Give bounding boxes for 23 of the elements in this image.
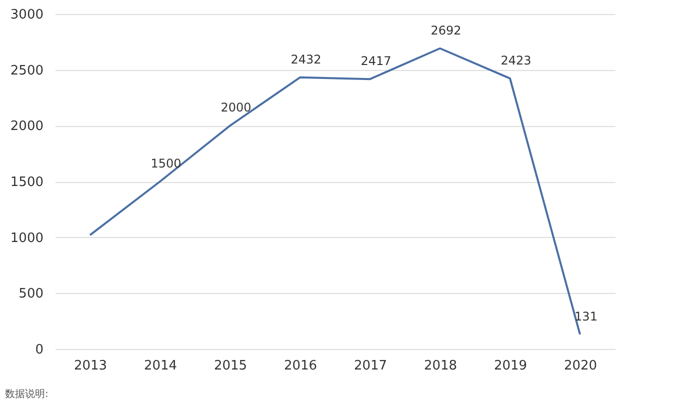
- y-tick-label: 1500: [10, 175, 44, 190]
- x-tick-label: 2014: [144, 358, 178, 374]
- y-tick-label: 500: [18, 286, 44, 302]
- x-tick-label: 2018: [424, 358, 458, 374]
- y-tick-label: 0: [35, 342, 44, 358]
- data-label: 131: [574, 309, 598, 324]
- y-tick-label: 2500: [10, 63, 44, 78]
- data-label: 2432: [290, 52, 322, 66]
- x-tick-label: 2013: [74, 358, 108, 374]
- x-tick-label: 2015: [214, 358, 248, 374]
- data-label: 2000: [220, 100, 252, 115]
- data-label: 2417: [360, 54, 392, 68]
- data-label: 1500: [150, 156, 182, 170]
- text: 数据说明:: [5, 388, 48, 400]
- x-tick-label: 2019: [494, 358, 528, 374]
- y-tick-label: 1000: [10, 230, 44, 246]
- y-tick-label: 2000: [10, 119, 44, 134]
- data-label: 2423: [500, 53, 532, 68]
- x-tick-label: 2020: [564, 358, 598, 374]
- data-label: 2692: [430, 23, 462, 38]
- x-tick-label: 2016: [284, 358, 318, 374]
- x-tick-label: 2017: [354, 358, 388, 374]
- y-tick-label: 3000: [10, 8, 44, 22]
